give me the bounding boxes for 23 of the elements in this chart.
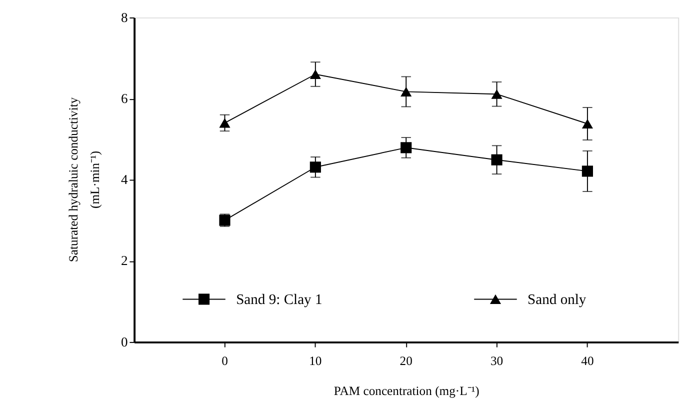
x-tick-label: 40 bbox=[581, 354, 594, 368]
point bbox=[491, 89, 502, 99]
legend-label: Sand only bbox=[528, 292, 587, 308]
y-tick-label: 2 bbox=[120, 253, 128, 268]
y-tick-label: 6 bbox=[120, 90, 128, 106]
point bbox=[491, 154, 502, 166]
y-axis-title: Saturated hydraluic conductivity (mL·min⁻¹) bbox=[66, 96, 102, 262]
point bbox=[310, 69, 321, 80]
point bbox=[219, 118, 230, 128]
x-axis-title: PAM concentration (mg·L⁻¹) bbox=[334, 384, 480, 398]
y-tick-label: 4 bbox=[120, 172, 128, 188]
y-tick-label: 8 bbox=[120, 10, 128, 25]
legend-label: Sand 9: Clay 1 bbox=[236, 292, 322, 308]
point bbox=[582, 166, 594, 177]
point bbox=[310, 162, 321, 173]
x-tick-label: 20 bbox=[400, 354, 412, 368]
point bbox=[400, 142, 412, 154]
x-tick-label: 10 bbox=[309, 354, 322, 368]
x-tick-label: 30 bbox=[490, 354, 504, 368]
x-tick-label: 0 bbox=[222, 354, 228, 368]
point bbox=[400, 86, 412, 96]
y-tick-label: 0 bbox=[120, 334, 128, 350]
point bbox=[582, 118, 594, 129]
